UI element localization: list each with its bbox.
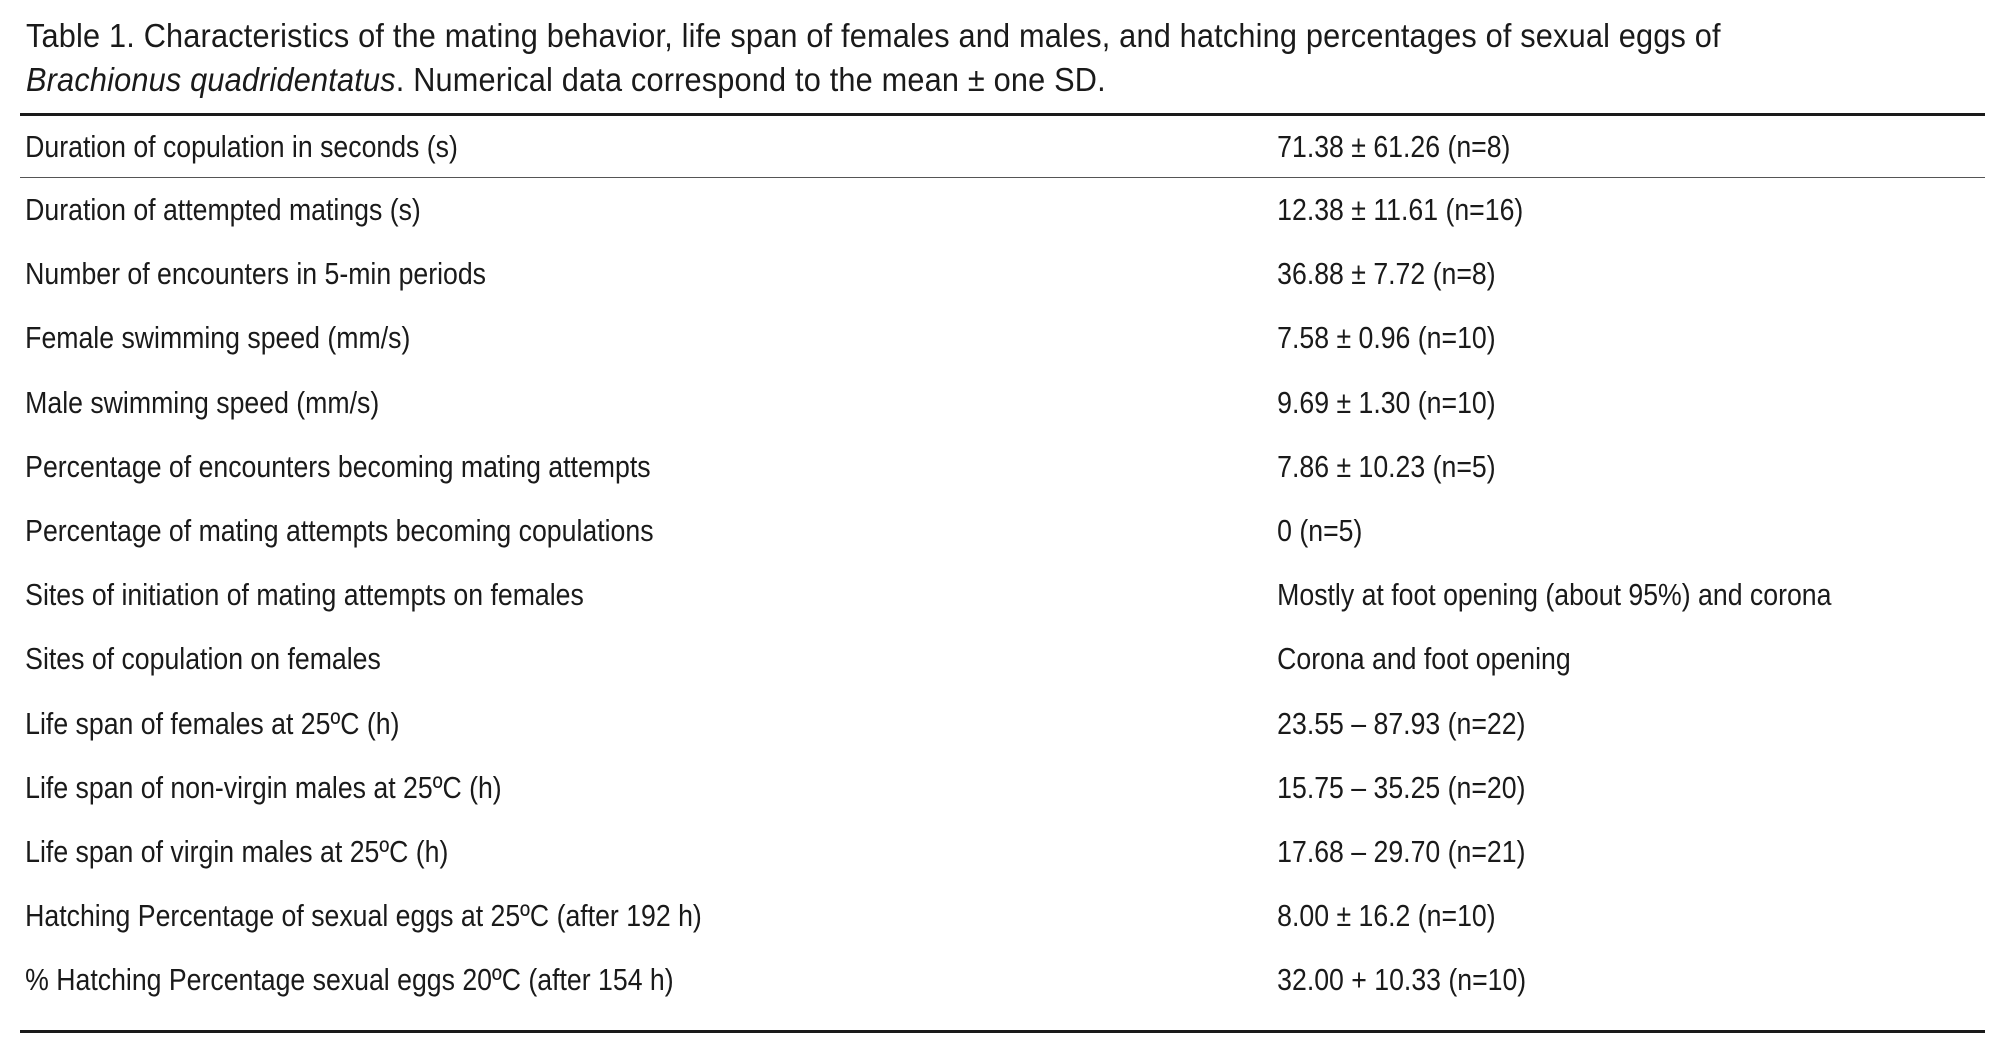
row-label: Life span of virgin males at 25ºC (h) bbox=[25, 833, 449, 869]
caption-prefix: Table 1. Characteristics of the mating b… bbox=[26, 17, 1721, 54]
table-row: Life span of non-virgin males at 25ºC (h… bbox=[20, 756, 1985, 820]
row-label: Number of encounters in 5-min periods bbox=[25, 256, 487, 292]
row-value: 23.55 – 87.93 (n=22) bbox=[1277, 705, 1526, 741]
row-label-cell: Sites of copulation on females bbox=[20, 627, 1272, 691]
row-value-cell: 12.38 ± 11.61 (n=16) bbox=[1272, 178, 1985, 243]
row-label: % Hatching Percentage sexual eggs 20ºC (… bbox=[25, 962, 674, 998]
row-label: Life span of non-virgin males at 25ºC (h… bbox=[25, 769, 502, 805]
table-row: % Hatching Percentage sexual eggs 20ºC (… bbox=[20, 948, 1985, 1012]
row-label-cell: Duration of attempted matings (s) bbox=[20, 178, 1272, 243]
table-row: Sites of initiation of mating attempts o… bbox=[20, 563, 1985, 627]
row-label: Duration of copulation in seconds (s) bbox=[25, 128, 458, 164]
row-value-cell: 7.86 ± 10.23 (n=5) bbox=[1272, 435, 1985, 499]
row-value-cell: 23.55 – 87.93 (n=22) bbox=[1272, 692, 1985, 756]
row-label: Sites of copulation on females bbox=[25, 641, 381, 677]
table-row: Female swimming speed (mm/s) 7.58 ± 0.96… bbox=[20, 306, 1985, 370]
table-row: Number of encounters in 5-min periods 36… bbox=[20, 242, 1985, 306]
row-value: 0 (n=5) bbox=[1277, 513, 1363, 549]
row-value: 15.75 – 35.25 (n=20) bbox=[1277, 769, 1526, 805]
row-value-cell: 15.75 – 35.25 (n=20) bbox=[1272, 756, 1985, 820]
table-row: Percentage of encounters becoming mating… bbox=[20, 435, 1985, 499]
row-value: 12.38 ± 11.61 (n=16) bbox=[1277, 192, 1524, 228]
table-bottom-rule bbox=[20, 1030, 1985, 1033]
row-value: 7.58 ± 0.96 (n=10) bbox=[1277, 320, 1496, 356]
table-row: Life span of females at 25ºC (h) 23.55 –… bbox=[20, 692, 1985, 756]
row-value: Mostly at foot opening (about 95%) and c… bbox=[1277, 577, 1832, 613]
row-label: Hatching Percentage of sexual eggs at 25… bbox=[25, 898, 702, 934]
table-row: Percentage of mating attempts becoming c… bbox=[20, 499, 1985, 563]
caption-suffix: . Numerical data correspond to the mean … bbox=[395, 61, 1106, 98]
row-value-cell: 0 (n=5) bbox=[1272, 499, 1985, 563]
row-label: Life span of females at 25ºC (h) bbox=[25, 705, 400, 741]
table-row: Duration of attempted matings (s) 12.38 … bbox=[20, 178, 1985, 243]
row-value: 71.38 ± 61.26 (n=8) bbox=[1277, 128, 1511, 164]
row-label-cell: Sites of initiation of mating attempts o… bbox=[20, 563, 1272, 627]
table-caption: Table 1. Characteristics of the mating b… bbox=[26, 14, 1849, 102]
row-label-cell: Number of encounters in 5-min periods bbox=[20, 242, 1272, 306]
row-value-cell: 32.00 + 10.33 (n=10) bbox=[1272, 948, 1985, 1012]
row-value-cell: 9.69 ± 1.30 (n=10) bbox=[1272, 371, 1985, 435]
row-label-cell: Life span of non-virgin males at 25ºC (h… bbox=[20, 756, 1272, 820]
row-label: Duration of attempted matings (s) bbox=[25, 192, 421, 228]
row-value: 17.68 – 29.70 (n=21) bbox=[1277, 833, 1526, 869]
row-value-cell: 17.68 – 29.70 (n=21) bbox=[1272, 820, 1985, 884]
row-value: 7.86 ± 10.23 (n=5) bbox=[1277, 448, 1496, 484]
table-row: Duration of copulation in seconds (s) 71… bbox=[20, 116, 1985, 178]
table-row: Male swimming speed (mm/s) 9.69 ± 1.30 (… bbox=[20, 371, 1985, 435]
row-label: Percentage of encounters becoming mating… bbox=[25, 448, 651, 484]
characteristics-table-wrapper: Duration of copulation in seconds (s) 71… bbox=[20, 113, 1985, 1012]
row-value: Corona and foot opening bbox=[1277, 641, 1571, 677]
row-value-cell: 8.00 ± 16.2 (n=10) bbox=[1272, 884, 1985, 948]
caption-species-name: Brachionus quadridentatus bbox=[26, 61, 396, 98]
row-value-cell: 36.88 ± 7.72 (n=8) bbox=[1272, 242, 1985, 306]
row-label-cell: Life span of females at 25ºC (h) bbox=[20, 692, 1272, 756]
row-label-cell: Duration of copulation in seconds (s) bbox=[20, 116, 1272, 178]
row-label-cell: Percentage of encounters becoming mating… bbox=[20, 435, 1272, 499]
row-value: 9.69 ± 1.30 (n=10) bbox=[1277, 384, 1496, 420]
row-label-cell: Female swimming speed (mm/s) bbox=[20, 306, 1272, 370]
row-value-cell: Mostly at foot opening (about 95%) and c… bbox=[1272, 563, 1985, 627]
row-label-cell: Male swimming speed (mm/s) bbox=[20, 371, 1272, 435]
row-label: Sites of initiation of mating attempts o… bbox=[25, 577, 584, 613]
row-label: Percentage of mating attempts becoming c… bbox=[25, 513, 654, 549]
row-label-cell: Life span of virgin males at 25ºC (h) bbox=[20, 820, 1272, 884]
row-label-cell: % Hatching Percentage sexual eggs 20ºC (… bbox=[20, 948, 1272, 1012]
table-top-rule bbox=[20, 113, 1985, 116]
row-value: 8.00 ± 16.2 (n=10) bbox=[1277, 898, 1496, 934]
characteristics-table: Duration of copulation in seconds (s) 71… bbox=[20, 116, 1985, 1012]
row-value: 32.00 + 10.33 (n=10) bbox=[1277, 962, 1527, 998]
row-value-cell: 71.38 ± 61.26 (n=8) bbox=[1272, 116, 1985, 178]
row-label-cell: Hatching Percentage of sexual eggs at 25… bbox=[20, 884, 1272, 948]
row-label-cell: Percentage of mating attempts becoming c… bbox=[20, 499, 1272, 563]
table-row: Hatching Percentage of sexual eggs at 25… bbox=[20, 884, 1985, 948]
row-label: Female swimming speed (mm/s) bbox=[25, 320, 411, 356]
table-row: Sites of copulation on females Corona an… bbox=[20, 627, 1985, 691]
row-value-cell: Corona and foot opening bbox=[1272, 627, 1985, 691]
row-label: Male swimming speed (mm/s) bbox=[25, 384, 380, 420]
row-value-cell: 7.58 ± 0.96 (n=10) bbox=[1272, 306, 1985, 370]
row-value: 36.88 ± 7.72 (n=8) bbox=[1277, 256, 1496, 292]
table-row: Life span of virgin males at 25ºC (h) 17… bbox=[20, 820, 1985, 884]
